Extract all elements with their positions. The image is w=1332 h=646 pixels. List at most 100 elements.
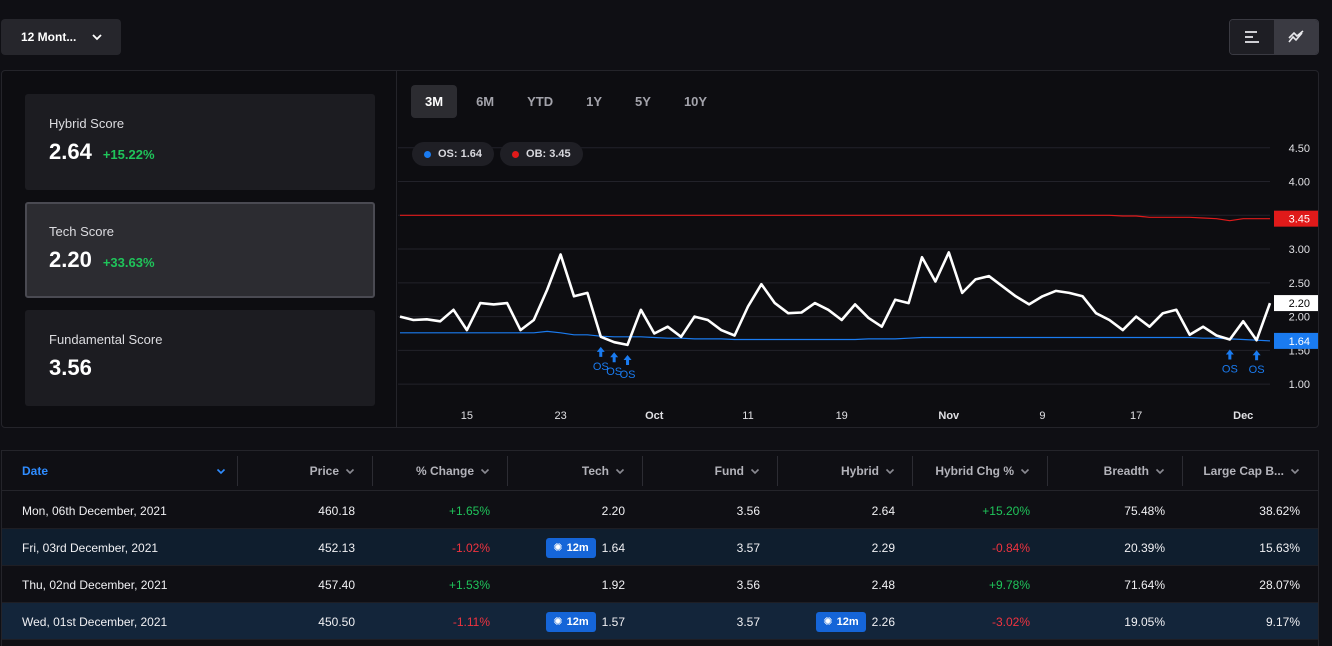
score-value: 3.56 [49,355,92,380]
cell-hybrid: 2.29 [778,529,913,566]
chevron-down-icon [1020,468,1030,475]
cell-value: 452.13 [318,540,355,555]
cell-value: 2.64 [871,503,895,518]
cell-fund: 3.56 [643,566,778,603]
col-date[interactable]: Date [2,451,238,491]
cell-large: 28.07% [1183,566,1318,603]
cell-value: 19.05% [1124,614,1165,629]
cell-price: 457.40 [238,566,373,603]
tab-ytd[interactable]: YTD [527,94,554,109]
cell-breadth: 19.05% [1048,603,1183,640]
cell-fund: 3.56 [643,492,778,529]
legend-os[interactable]: OS: 1.64 [412,142,495,166]
col-label: Tech [581,464,609,478]
cell-value: 3.56 [736,577,760,592]
table-row[interactable]: Mon, 06th December, 2021 460.18 +1.65% 2.20… [2,492,1318,529]
chevron-down-icon [480,468,490,475]
cell-value: 2.48 [871,577,895,592]
line-view-button[interactable] [1274,20,1318,54]
col-fund[interactable]: Fund [643,451,778,491]
col-hybrid[interactable]: Hybrid [778,451,913,491]
cell-price: 460.18 [238,492,373,529]
os-arrow-up-icon [610,352,619,363]
period-badge[interactable]: ✺ 12m [546,611,596,632]
cell-value: -1.02% [451,540,490,555]
cell-large: 38.62% [1183,492,1318,529]
x-tick-label: 17 [1130,410,1142,422]
badge-gear-icon: ✺ [823,616,833,628]
badge-label: 12m [566,615,589,628]
cell-value: +1.65% [448,503,490,518]
score-panel: Hybrid Score 2.64 +15.22% Tech Score 2.2… [1,70,1319,428]
chevron-down-icon [750,468,760,475]
col-pct-change[interactable]: % Change [373,451,508,491]
col-label: Price [309,464,339,478]
tab-6m[interactable]: 6M [476,94,495,109]
cell-breadth: 20.39% [1048,529,1183,566]
score-label: Fundamental Score [49,332,163,347]
tab-10y[interactable]: 10Y [683,94,708,109]
line-chart-icon [1288,30,1304,43]
chevron-down-icon [615,468,625,475]
scores-table: Date Price % Change Tech Fund Hybrid Hyb… [1,450,1319,646]
cell-value: +9.78% [988,577,1030,592]
table-row[interactable]: Fri, 03rd December, 2021 452.13 -1.02% ✺ 12m… [2,529,1318,566]
tab-3m[interactable]: 3M [411,85,458,118]
cell-value: -1.11% [452,614,490,629]
tab-1y[interactable]: 1Y [586,94,603,109]
hybrid-score-card[interactable]: Hybrid Score 2.64 +15.22% [25,94,375,190]
score-change: +15.22% [102,147,155,162]
col-label: Fund [714,464,744,478]
tech-score-card[interactable]: Tech Score 2.20 +33.63% [25,202,375,298]
cell-value: 28.07% [1259,577,1300,592]
ob-series-line [400,214,1270,222]
bar-view-button[interactable] [1230,20,1274,54]
table-row[interactable]: Wed, 01st December, 2021 450.50 -1.11% ✺ 12m… [2,603,1318,640]
range-tabs: 3M 6M YTD 1Y 5Y 10Y [411,85,726,118]
value-tag-ob [1274,210,1318,227]
col-hybrid-chg[interactable]: Hybrid Chg % [913,451,1048,491]
col-label: Hybrid Chg % [935,464,1014,478]
badge-label: 12m [566,541,589,554]
tab-5y[interactable]: 5Y [635,94,651,109]
x-tick-label: 9 [1039,410,1045,422]
legend-ob[interactable]: OB: 3.45 [500,142,583,166]
cell-tech: 1.92 [508,566,643,603]
y-tick-label: 2.50 [1289,278,1310,290]
ob-dot-icon [512,150,520,158]
col-large-cap-breadth[interactable]: Large Cap B... [1183,451,1318,491]
score-label: Tech Score [49,224,115,239]
col-breadth[interactable]: Breadth [1048,451,1183,491]
cell-value: 1.57 [601,614,625,629]
x-tick-label: 19 [836,410,848,422]
score-value: 2.20 [49,247,92,272]
badge-label: 12m [836,615,859,628]
col-tech[interactable]: Tech [508,451,643,491]
cell-value: 2.29 [871,540,895,555]
cell-value: Mon, 06th December, 2021 [22,503,167,518]
value-tag-tech [1274,295,1318,312]
period-badge[interactable]: ✺ 12m [546,537,596,558]
cell-tech: ✺ 12m 1.57 [508,603,643,640]
cell-date: Mon, 06th December, 2021 [2,492,238,529]
period-badge[interactable]: ✺ 12m [816,611,866,632]
cell-fund: 3.57 [643,603,778,640]
col-price[interactable]: Price [238,451,373,491]
value-tag-label: 3.45 [1289,214,1310,226]
score-cards: Hybrid Score 2.64 +15.22% Tech Score 2.2… [2,71,397,427]
period-select[interactable]: 12 Mont... [1,19,121,55]
cell-value: +1.53% [448,577,490,592]
cell-value: -0.84% [991,540,1030,555]
cell-value: 2.20 [601,503,625,518]
table-row[interactable]: Thu, 02nd December, 2021 457.40 +1.53% 1.92… [2,566,1318,603]
cell-hybrid: 2.64 [778,492,913,529]
os-series-line [400,330,1271,342]
y-tick-label: 1.00 [1289,379,1310,391]
os-arrow-up-icon [1252,350,1261,361]
tech-series-line [399,251,1272,347]
bars-icon [1245,31,1259,43]
cell-large: 15.63% [1183,529,1318,566]
cell-pct: -1.02% [373,529,508,566]
fundamental-score-card[interactable]: Fundamental Score 3.56 [25,310,375,406]
period-select-label: 12 Mont... [21,30,77,44]
